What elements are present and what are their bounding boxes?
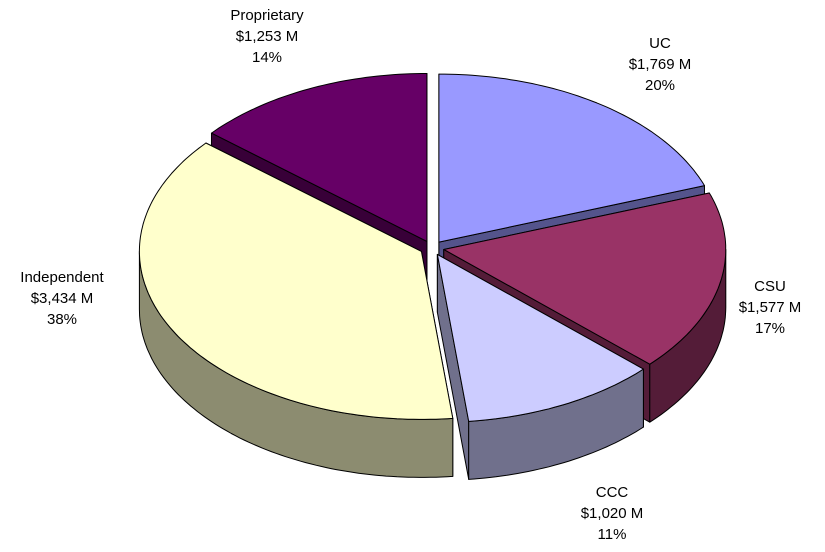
slice [438,73,705,243]
value-label: $3,434 M [31,290,94,307]
slice-label: CSU $1,577 M 17% [739,278,802,337]
slice-label: Proprietary $1,253 M 14% [230,7,304,66]
value-label: $1,253 M [236,28,299,45]
slice [138,142,454,420]
percent-label: 14% [252,49,282,66]
percent-label: 38% [47,311,77,328]
category-label: Independent [20,269,104,286]
percent-label: 20% [645,77,675,94]
slice-label: Independent $3,434 M 38% [20,269,104,328]
category-label: Proprietary [230,7,304,24]
category-label: UC [649,35,671,52]
value-label: $1,769 M [629,56,692,73]
percent-label: 11% [598,526,627,543]
slice-label: UC $1,769 M 20% [629,35,692,94]
slice [211,73,428,242]
value-label: $1,020 M [581,505,644,522]
category-label: CSU [754,278,786,295]
slice-label: CCC $1,020 M 11% [581,484,644,543]
value-label: $1,577 M [739,299,802,316]
slice [436,253,644,422]
percent-label: 17% [755,320,785,337]
slice [443,192,727,365]
category-label: CCC [596,484,629,501]
